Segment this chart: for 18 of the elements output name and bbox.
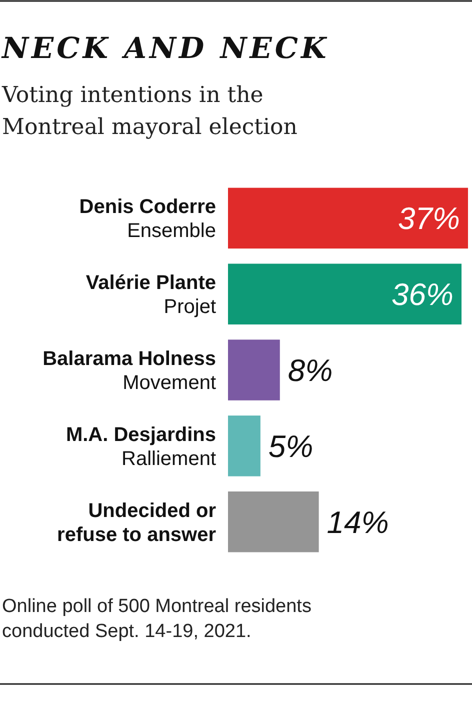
- bar: [228, 188, 468, 249]
- y-tick-label: Valérie Plante Projet: [86, 272, 216, 318]
- y-tick-label: M.A. Desjardins Ralliement: [66, 424, 216, 470]
- bar: [228, 340, 280, 400]
- chart-title: NECK AND NECK: [1, 31, 330, 65]
- y-tick-label: Undecided or refuse to answer: [57, 500, 216, 546]
- y-tick-label: Denis Coderre Ensemble: [79, 196, 216, 242]
- data-label: 36%: [391, 277, 454, 312]
- y-tick-label: Balarama Holness Movement: [42, 348, 216, 394]
- text: Online poll of 500 Montreal residents conducted Sept. 14-19, 2021.: [2, 596, 312, 642]
- data-label: 14%: [326, 504, 389, 540]
- bar: [228, 264, 462, 324]
- data-label: 8%: [288, 353, 333, 388]
- data-label: 5%: [268, 428, 314, 464]
- bar: [228, 491, 319, 552]
- bar: [228, 416, 260, 476]
- data-label: 37%: [398, 201, 460, 236]
- chart-subtitle: Voting intentions in the Montreal mayoral election: [1, 83, 298, 140]
